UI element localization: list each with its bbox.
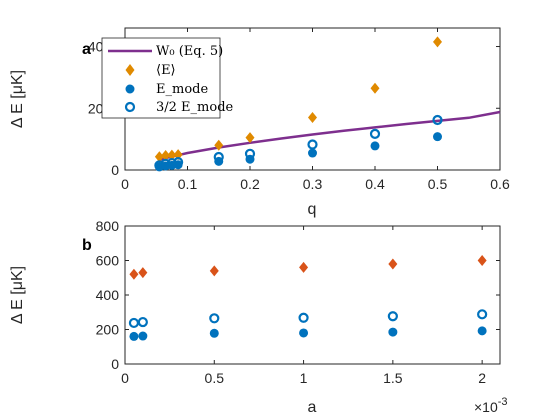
panel-b-mean-point <box>129 268 139 280</box>
legend-swatch-mode-scaled <box>124 101 136 113</box>
panel-a-marks <box>154 36 501 172</box>
panel-b-y-tick-label: 0 <box>111 356 119 372</box>
panel-b-mode-scaled-point <box>137 316 148 328</box>
panel-a-x-tick-label: 0.1 <box>178 176 198 192</box>
panel-b-y-tick-label: 400 <box>96 287 120 303</box>
panel-b-mean-point <box>138 267 148 279</box>
panel-a-mode-point <box>370 141 380 151</box>
panel-b-marks <box>128 255 488 341</box>
legend-swatch-mean <box>125 64 135 76</box>
panel-a-mean-point <box>433 36 442 48</box>
panel-a-mode-scaled-point <box>166 157 177 169</box>
panel-b-x-exponent-base: ×10 <box>474 399 498 415</box>
panel-a-mean-point <box>154 151 164 163</box>
panel-b-mode-point <box>209 328 219 338</box>
panel-a-mean-point <box>167 149 177 161</box>
panel-a-x-tick-label: 0.6 <box>490 176 510 192</box>
panel-b-mode-scaled-point <box>298 312 309 323</box>
panel-b-axes-box <box>124 225 501 365</box>
panel-a-mean-point <box>245 132 255 144</box>
panel-b-x-exponent: ×10-3 <box>474 396 508 415</box>
panel-b-x-axis-label: a <box>308 399 317 416</box>
panel-a-mode-scaled-point <box>432 114 443 126</box>
panel-a-x-tick-label: 0 <box>121 176 129 192</box>
panel-a-mode-scaled-point <box>160 158 171 169</box>
panel-b-mode-point <box>477 326 487 336</box>
legend-label-mean: ⟨E⟩ <box>156 63 176 78</box>
panel-b-mode-point <box>388 327 398 337</box>
legend-label-model: W₀ (Eq. 5) <box>156 44 223 59</box>
panel-b-x-tick-label: 0.5 <box>205 370 225 386</box>
panel-b-mean-point <box>477 255 487 266</box>
panel-a-y-tick-label: 0 <box>111 162 119 178</box>
panel-a-mean-point <box>173 149 183 161</box>
panel-a-x-tick-label: 0.3 <box>303 176 323 192</box>
panel-b-x-exponent-power: -3 <box>498 396 508 408</box>
panel-b-mode-scaled-point <box>387 311 398 322</box>
panel-b-mode-point <box>138 331 148 341</box>
panel-a-mode-scaled-point <box>369 128 381 139</box>
panel-a: 00.10.20.30.40.50.6 020004000 q Δ E [μK]… <box>9 27 510 218</box>
panel-a-x-axis-label: q <box>308 201 317 218</box>
panel-b-y-ticks: 0 200 400 600 800 <box>96 218 500 372</box>
legend-label-mode-scaled: 3/2 E_mode <box>156 100 234 115</box>
legend-swatch-mode <box>125 84 135 94</box>
panel-b-label: b <box>82 237 92 254</box>
panel-a-x-tick-label: 0.2 <box>240 176 260 192</box>
panel-a-mean-point <box>161 149 171 161</box>
panel-b-mean-point <box>388 258 398 270</box>
panel-b: 0 0.5 1 1.5 2 0 200 400 600 800 a Δ E [μK] b ×10… <box>9 218 508 416</box>
panel-b-mode-scaled-point <box>209 313 220 324</box>
panel-a-mean-point <box>370 82 380 94</box>
panel-b-mode-point <box>129 331 139 341</box>
panel-a-y-axis-label: Δ E [μK] <box>9 70 26 128</box>
panel-a-mean-point <box>214 139 224 151</box>
legend-label-mode: E_mode <box>156 82 208 97</box>
panel-a-mode-scaled-point <box>244 148 256 159</box>
panel-a-mode-point <box>433 132 442 142</box>
panel-b-y-tick-label: 600 <box>96 253 120 269</box>
panel-b-mean-point <box>209 265 219 277</box>
panel-a-mode-scaled-point <box>154 160 165 171</box>
panel-b-y-axis-label: Δ E [μK] <box>9 266 26 324</box>
panel-b-x-tick-label: 2 <box>478 370 486 386</box>
panel-a-mean-point <box>308 112 317 124</box>
panel-b-x-ticks: 0 0.5 1 1.5 2 <box>121 226 486 386</box>
panel-a-x-ticks: 0 0.1 0.2 0.3 0.4 0.5 0.6 <box>121 28 510 192</box>
panel-b-y-tick-label: 800 <box>96 218 120 234</box>
panel-a-legend: W₀ (Eq. 5) ⟨E⟩ E_mode 3/2 E_mode <box>101 37 234 119</box>
panel-a-x-tick-label: 0.4 <box>365 176 385 192</box>
panel-b-mode-point <box>299 328 309 338</box>
panel-b-y-tick-label: 200 <box>96 322 120 338</box>
panel-b-mean-point <box>299 261 309 273</box>
panel-a-x-tick-label: 0.5 <box>428 176 448 192</box>
panel-b-mode-scaled-point <box>477 309 488 320</box>
panel-a-mode-scaled-point <box>173 157 184 168</box>
panel-b-x-tick-label: 0 <box>121 370 129 386</box>
panel-b-x-tick-label: 1 <box>300 370 308 386</box>
panel-a-mode-point <box>308 148 317 158</box>
panel-a-label: a <box>82 41 91 58</box>
panel-a-mode-scaled-point <box>213 151 224 163</box>
panel-a-mode-scaled-point <box>307 139 318 150</box>
panel-b-x-tick-label: 1.5 <box>383 370 403 386</box>
